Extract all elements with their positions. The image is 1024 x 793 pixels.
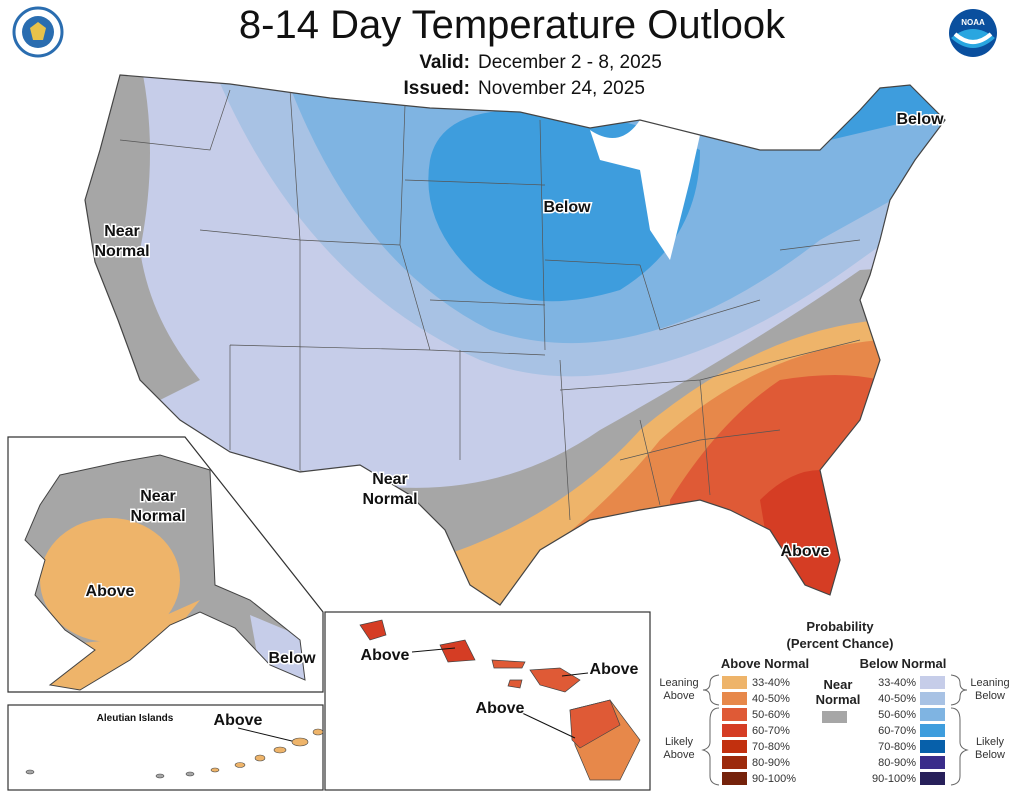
- legend-above-swatch: [722, 676, 747, 689]
- legend-below-swatch: [920, 772, 945, 785]
- label-above-florida: Above: [781, 543, 830, 560]
- legend-above-range: 70-80%: [752, 741, 790, 753]
- legend-below-swatch: [920, 724, 945, 737]
- valid-date: December 2 - 8, 2025: [478, 52, 662, 73]
- label-below-central: Below: [543, 199, 591, 216]
- legend-above-range: 40-50%: [752, 693, 790, 705]
- legend: Probability (Percent Chance) Above Norma…: [659, 619, 1010, 786]
- aleutian-inset-frame: [7, 704, 324, 791]
- hawaii-inset: Above Above Above: [324, 611, 651, 791]
- legend-below-range: 70-80%: [878, 741, 916, 753]
- alaska-inset: Near Normal Above Below: [7, 436, 324, 693]
- label-near-normal-west-1: Near: [104, 223, 140, 240]
- label-hawaii-above-2: Above: [590, 661, 639, 678]
- legend-below-swatch: [920, 756, 945, 769]
- legend-likely-below-2: Below: [975, 749, 1005, 761]
- great-lakes: [590, 120, 700, 260]
- legend-below-swatch: [920, 708, 945, 721]
- legend-above-range: 50-60%: [752, 709, 790, 721]
- label-aleutian-above: Above: [214, 712, 263, 729]
- legend-near-1: Near: [824, 677, 853, 692]
- legend-leaning-below-2: Below: [975, 690, 1005, 702]
- legend-below-range: 90-100%: [872, 773, 916, 785]
- hawaii-islands: [359, 619, 641, 781]
- legend-above-header: Above Normal: [721, 656, 809, 671]
- legend-above-swatch: [722, 708, 747, 721]
- label-hawaii-above-3: Above: [476, 700, 525, 717]
- legend-leaning-below-1: Leaning: [970, 677, 1009, 689]
- issued-label: Issued:: [403, 78, 470, 99]
- legend-above-range: 60-70%: [752, 725, 790, 737]
- legend-title-2: (Percent Chance): [787, 636, 894, 651]
- legend-title-1: Probability: [806, 619, 874, 634]
- legend-above-range: 80-90%: [752, 757, 790, 769]
- label-alaska-near-normal-2: Normal: [130, 508, 185, 525]
- label-below-northeast: Below: [896, 111, 944, 128]
- label-hawaii-above-1: Above: [361, 647, 410, 664]
- legend-above-swatch: [722, 756, 747, 769]
- label-alaska-above: Above: [86, 583, 135, 600]
- alaska-outline: [24, 454, 306, 691]
- aleutian-islands-shapes: [210, 728, 324, 773]
- legend-above-range: 33-40%: [752, 677, 790, 689]
- legend-braces: [701, 674, 969, 786]
- label-alaska-below: Below: [268, 650, 316, 667]
- legend-leaning-above-2: Above: [663, 690, 694, 702]
- legend-above-swatch: [722, 724, 747, 737]
- legend-near-swatch: [822, 711, 847, 723]
- noaa-logo-text: NOAA: [961, 18, 985, 27]
- label-aleutian-islands: Aleutian Islands: [97, 713, 174, 724]
- legend-above-swatch: [722, 772, 747, 785]
- alaska-above: [40, 518, 180, 642]
- state-borders: [119, 89, 861, 521]
- legend-above-range: 90-100%: [752, 773, 796, 785]
- aleutian-inset: Aleutian Islands Above: [7, 704, 324, 791]
- label-near-normal-west-2: Normal: [94, 243, 149, 260]
- issued-date: November 24, 2025: [478, 78, 645, 99]
- legend-leaning-above-1: Leaning: [659, 677, 698, 689]
- legend-above-swatch: [722, 740, 747, 753]
- legend-below-range: 60-70%: [878, 725, 916, 737]
- legend-below-range: 80-90%: [878, 757, 916, 769]
- legend-likely-above-2: Above: [663, 749, 694, 761]
- legend-below-swatch: [920, 740, 945, 753]
- conus-outline: [84, 74, 946, 606]
- legend-likely-above-1: Likely: [665, 736, 694, 748]
- noaa-logo: NOAA: [949, 9, 997, 57]
- valid-label: Valid:: [419, 52, 470, 73]
- legend-below-swatch: [920, 692, 945, 705]
- legend-below-range: 40-50%: [878, 693, 916, 705]
- legend-near-2: Normal: [816, 692, 861, 707]
- legend-below-range: 33-40%: [878, 677, 916, 689]
- header: NOAA 8-14 Day Temperature Outlook Valid:…: [12, 3, 997, 99]
- label-near-normal-texas-1: Near: [372, 471, 408, 488]
- label-alaska-near-normal-1: Near: [140, 488, 176, 505]
- commerce-seal-logo: [12, 6, 64, 58]
- legend-above-swatch: [722, 692, 747, 705]
- legend-likely-below-1: Likely: [976, 736, 1005, 748]
- legend-below-range: 50-60%: [878, 709, 916, 721]
- legend-below-swatch: [920, 676, 945, 689]
- label-near-normal-texas-2: Normal: [362, 491, 417, 508]
- legend-below-header: Below Normal: [860, 656, 947, 671]
- page-title: 8-14 Day Temperature Outlook: [239, 3, 786, 47]
